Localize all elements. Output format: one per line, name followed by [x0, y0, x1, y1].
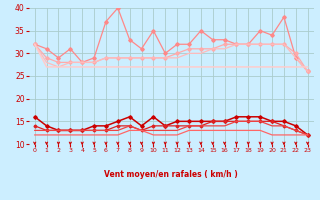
X-axis label: Vent moyen/en rafales ( km/h ): Vent moyen/en rafales ( km/h ) [104, 170, 238, 179]
